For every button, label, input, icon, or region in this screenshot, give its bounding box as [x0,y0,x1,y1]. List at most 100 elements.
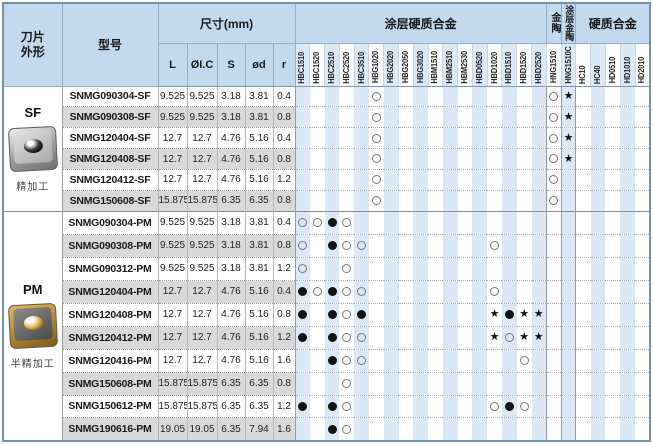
grade-col-label: HBG3020 [415,51,425,84]
grade-mark-cell [354,256,369,281]
grade-mark-cell [635,148,650,170]
grade-mark-cell [575,394,591,418]
grade-mark-cell [324,279,340,304]
dimension-cell: 19.05 [158,417,188,441]
grade-mark-cell [590,302,606,327]
model-cell: SNMG120408-PM [61,302,159,327]
grade-mark-cell [501,85,517,107]
grade-col-label: HBD1520 [519,51,529,84]
grade-mark-cell [575,85,591,107]
grade-mark-cell [324,85,340,107]
grade-mark-cell [516,348,532,373]
grade-mark-cell [545,417,562,441]
dimension-cell: 7.94 [245,417,274,441]
grade-col-header: HBD1020 [486,42,503,87]
model-cell: SNMG120416-PM [61,348,159,373]
recommended-mark-icon [357,332,367,342]
table-row: SNMG120412-PM 12.7 12.7 4.76 5.16 1.2 ★ ★ ★ [3,325,650,350]
grade-mark-cell [309,233,325,258]
grade-mark-cell [487,127,502,149]
grade-mark-cell [620,148,636,170]
recommended-mark-icon [490,241,500,251]
blade-shape-cell: SF 精加工 [3,85,63,212]
model-cell: SNMG120404-PM [61,279,159,304]
grade-mark-cell [560,302,576,327]
grade-col-header: HBC1520 [309,42,326,87]
grade-col-label: HD1010 [622,57,632,84]
grade-mark-cell [501,394,517,418]
grade-mark-cell [620,85,636,107]
insert-photo [7,125,58,172]
dimension-cell: 1.2 [273,394,296,418]
grade-mark-cell [501,302,517,327]
grade-col-header: HBC2520 [338,42,355,87]
grade-mark-cell [309,256,325,281]
grade-mark-cell [398,302,414,327]
grade-col-label: HBC3510 [356,51,366,84]
dimension-cell: 12.7 [187,148,218,170]
recommended-mark-icon [342,287,352,296]
grade-mark-cell [324,256,340,281]
grade-mark-cell [457,210,473,235]
grade-col-label: HBM1510 [430,50,440,84]
grade-mark-cell [413,256,429,281]
grade-mark-cell [354,127,369,149]
grade-mark-cell [339,302,355,327]
grade-mark-cell [368,169,384,191]
grade-mark-cell [383,85,399,107]
grade-mark-cell [295,85,310,107]
dimension-cell: 0.8 [273,371,296,395]
star-mark-icon: ★ [533,331,544,344]
dimension-cell: 5.16 [245,302,274,327]
grade-mark-cell [560,371,576,395]
grade-mark-cell [487,233,502,258]
grade-mark-cell [309,210,325,235]
grade-mark-cell [398,394,414,418]
grade-mark-cell [472,148,488,170]
grade-mark-cell [339,279,355,304]
grade-mark-cell [635,348,650,373]
first-choice-mark-icon [298,332,308,342]
grade-mark-cell [590,394,606,418]
dimension-cell: 4.76 [217,169,246,191]
recommended-mark-icon [549,112,559,122]
grade-mark-cell [354,85,369,107]
grade-mark-cell [590,279,606,304]
grade-mark-cell [339,394,355,418]
grade-mark-cell [501,325,517,350]
blade-shape-content: SF 精加工 [4,105,61,193]
grade-mark-cell [368,85,384,107]
grade-col-header: HBM2530 [457,42,473,87]
grade-mark-cell [545,348,562,373]
first-choice-mark-icon [298,401,308,411]
star-mark-icon: ★ [489,308,500,321]
grade-mark-cell [545,394,562,418]
grade-mark-cell [531,210,547,235]
grade-mark-cell [295,325,310,350]
grade-col-header: HBC3510 [353,42,370,87]
grade-mark-cell [354,189,369,212]
first-choice-mark-icon [327,241,337,251]
grade-mark-cell [635,189,650,212]
grade-col-label: HD0510 [607,57,617,84]
carbide-group-header: 硬质合金 [575,2,651,44]
grade-mark-cell [560,256,576,281]
grade-mark-cell [428,233,443,258]
cermet-group-label: 金陶 [548,12,560,35]
grade-mark-cell [605,233,621,258]
dimension-cell: 12.7 [158,279,188,304]
grade-mark-cell [560,189,576,212]
dimension-cell: 12.7 [158,127,188,149]
recommended-mark-icon [312,218,322,228]
grade-mark-cell [487,417,502,441]
first-choice-mark-icon [327,355,337,365]
grade-mark-cell [487,348,502,373]
grade-mark-cell [487,106,502,128]
table-header: 刀片 外形 型号 尺寸(mm) 涂层硬质合金 金陶 涂层金陶 硬质合金 L ØI.… [2,2,651,87]
model-cell: SNMG150608-SF [61,189,159,212]
grade-col-header: HBG2050 [398,42,414,87]
grade-mark-cell [383,127,399,149]
grade-mark-cell [457,302,473,327]
recommended-mark-icon [357,287,367,296]
grade-mark-cell [472,348,488,373]
